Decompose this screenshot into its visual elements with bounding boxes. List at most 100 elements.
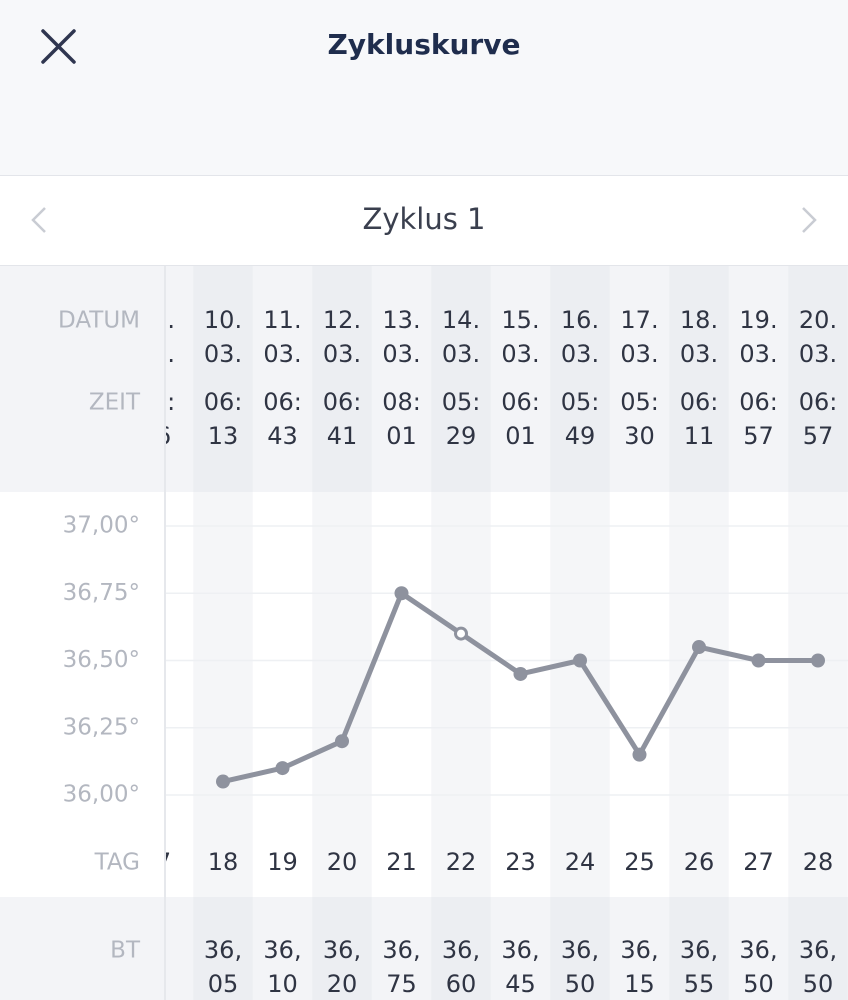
bt-cell: 50: [803, 970, 834, 998]
column-stripe: [669, 266, 729, 492]
time-cell: 30: [624, 422, 655, 450]
bt-cell: 36,: [561, 936, 599, 964]
temperature-point: [632, 747, 647, 762]
time-cell: 41: [327, 422, 358, 450]
time-cell: 06:: [799, 388, 838, 416]
bt-cell: 36,: [501, 936, 539, 964]
bt-cell: 60: [446, 970, 477, 998]
cycle-label: Zyklus 1: [362, 202, 485, 236]
label-panel: [0, 266, 165, 492]
bt-cell: 50: [743, 970, 774, 998]
date-cell: 03.: [204, 340, 242, 368]
time-cell: 06:: [739, 388, 778, 416]
time-cell: 08:: [382, 388, 421, 416]
column-stripe: [431, 492, 491, 897]
column-stripe: [431, 897, 491, 1000]
day-cell: 20: [327, 848, 358, 876]
column-stripe: [431, 266, 491, 492]
temperature-point: [216, 774, 230, 789]
row-label: TAG: [94, 850, 140, 876]
day-cell: 22: [446, 848, 477, 876]
column-stripe: [193, 897, 253, 1000]
prev-button[interactable]: [31, 207, 46, 233]
bt-cell: 36,: [680, 936, 718, 964]
column-stripe: [788, 266, 848, 492]
y-tick-label: 36,25°: [63, 714, 140, 740]
time-cell: 06:: [204, 388, 243, 416]
y-tick-label: 37,00°: [63, 513, 140, 539]
temperature-point: [275, 761, 290, 776]
time-cell: 29: [446, 422, 477, 450]
time-cell: 06:: [263, 388, 302, 416]
close-icon: [41, 29, 76, 64]
date-cell: 13.: [382, 306, 420, 334]
bt-cell: 36,: [739, 936, 777, 964]
bt-cell: 50: [565, 970, 596, 998]
date-cell: 03.: [620, 340, 658, 368]
title: Zykluskurve: [328, 28, 521, 61]
time-cell: 06:: [501, 388, 540, 416]
time-cell: 01: [505, 422, 536, 450]
row-label: ZEIT: [89, 390, 141, 416]
row-label: BT: [110, 938, 141, 964]
date-cell: 16.: [561, 306, 599, 334]
date-cell: 03.: [799, 340, 837, 368]
bt-cell: 36,: [620, 936, 658, 964]
row-label: DATUM: [58, 308, 140, 334]
column-stripe: [788, 897, 848, 1000]
day-cell: 27: [743, 848, 774, 876]
day-cell: 18: [208, 848, 239, 876]
time-cell: 49: [565, 422, 596, 450]
time-cell: 01: [386, 422, 417, 450]
close-button[interactable]: [41, 29, 76, 64]
date-cell: 03.: [739, 340, 777, 368]
temperature-point: [573, 653, 587, 668]
time-cell: 06:: [323, 388, 362, 416]
bt-cell: 45: [505, 970, 536, 998]
date-cell: 03.: [382, 340, 420, 368]
column-stripe: [193, 266, 253, 492]
date-cell: 19.: [739, 306, 777, 334]
date-cell: 03.: [501, 340, 539, 368]
column-stripe: [193, 492, 253, 897]
date-cell: 12.: [323, 306, 361, 334]
bt-cell: 36,: [323, 936, 361, 964]
day-cell: 28: [803, 848, 834, 876]
y-tick-label: 36,50°: [63, 647, 140, 673]
temperature-point: [811, 653, 825, 668]
date-cell: 03.: [323, 340, 361, 368]
time-cell: 05:: [561, 388, 600, 416]
temperature-point: [513, 666, 528, 681]
bt-cell: 36,: [204, 936, 242, 964]
column-stripe: [312, 897, 372, 1000]
day-cell: 26: [684, 848, 715, 876]
time-cell: 43: [267, 422, 298, 450]
time-cell: 57: [743, 422, 774, 450]
nav-bar: [0, 175, 848, 265]
day-cell: 19: [267, 848, 298, 876]
day-cell: 21: [386, 848, 417, 876]
bt-cell: 20: [327, 970, 358, 998]
label-panel: [0, 897, 165, 1000]
date-cell: 03.: [263, 340, 301, 368]
date-cell: 20.: [799, 306, 837, 334]
bt-cell: 55: [684, 970, 715, 998]
date-cell: 18.: [680, 306, 718, 334]
date-cell: 15.: [501, 306, 539, 334]
time-cell: 13: [208, 422, 239, 450]
time-cell: 06:: [680, 388, 719, 416]
column-stripe: [550, 897, 610, 1000]
date-cell: 14.: [442, 306, 480, 334]
column-stripe: [788, 492, 848, 897]
date-cell: 03.: [561, 340, 599, 368]
temperature-point: [454, 626, 468, 641]
column-stripe: [669, 492, 729, 897]
time-cell: 11: [684, 422, 715, 450]
header-bg: [0, 0, 848, 175]
temperature-point: [335, 734, 349, 749]
bt-cell: 15: [624, 970, 655, 998]
next-button[interactable]: [802, 207, 817, 233]
bt-cell: 75: [386, 970, 417, 998]
bt-cell: 36,: [442, 936, 480, 964]
